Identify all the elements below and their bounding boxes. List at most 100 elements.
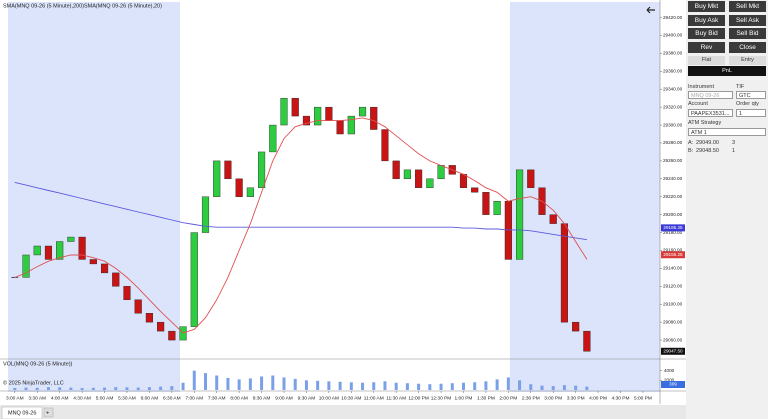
- x-tick-label: 11:00 AM: [364, 395, 384, 401]
- quote-price: 29048.50: [696, 148, 719, 154]
- candle: [583, 330, 591, 352]
- tab-bar: [0, 405, 686, 419]
- order-button[interactable]: Buy Ask: [688, 14, 725, 26]
- field-label: ATM Strategy: [688, 120, 722, 126]
- x-tick-label: 5:30 AM: [118, 395, 136, 401]
- order-button[interactable]: Sell Bid: [729, 28, 766, 39]
- tab[interactable]: [1, 406, 43, 419]
- tif-field[interactable]: GTC: [736, 91, 766, 99]
- instrument-field[interactable]: MNQ 09-26: [688, 91, 733, 99]
- candle: [123, 286, 131, 300]
- volume-bar: [372, 382, 376, 390]
- x-tick-label: 7:00 AM: [185, 395, 203, 401]
- x-tick-label: 7:30 AM: [208, 395, 226, 401]
- order-button[interactable]: Sell Mkt: [729, 1, 766, 12]
- volume-bar: [518, 380, 522, 390]
- x-tick-label: 10:00 AM: [319, 395, 339, 401]
- volume-current: 309: [669, 382, 677, 387]
- indicator-label: SMA(MNQ 09-26 (5 Minute),20): [84, 3, 162, 9]
- volume-tick-label: 2000: [664, 378, 675, 383]
- candle: [515, 169, 524, 260]
- candle: [459, 174, 468, 188]
- add-tab-label[interactable]: +: [46, 410, 49, 416]
- candle: [291, 97, 299, 117]
- y-tick-label: 29200.00: [663, 212, 683, 217]
- order-button[interactable]: Close: [729, 41, 766, 53]
- volume-bar: [439, 383, 443, 390]
- candle: [145, 313, 153, 323]
- volume-bar: [529, 384, 533, 390]
- volume-bar: [69, 387, 73, 390]
- volume-bar: [293, 378, 297, 390]
- volume-bar: [226, 377, 230, 390]
- mode-tab[interactable]: Flat: [688, 56, 725, 65]
- volume-bar: [192, 370, 196, 390]
- order-button[interactable]: Buy Mkt: [688, 1, 725, 12]
- volume-bar: [203, 373, 207, 390]
- candle: [549, 214, 557, 224]
- volume-bar: [540, 385, 544, 390]
- volume-bar: [405, 383, 409, 390]
- y-tick-label: 29260.00: [663, 158, 683, 163]
- candle: [471, 187, 479, 193]
- candle: [280, 97, 288, 126]
- y-tick-label: 29340.00: [663, 86, 683, 91]
- volume-bar: [316, 380, 320, 390]
- volume-label: VOL(MNQ 09-26 (5 Minute)): [3, 361, 73, 367]
- candle: [426, 178, 434, 188]
- y-tick-label: 29120.00: [663, 284, 683, 289]
- volume-bar: [24, 387, 28, 390]
- order-panel: Buy Mkt Sell Mkt Buy Ask Sell Ask Buy Bid Sel…: [686, 0, 768, 419]
- x-tick-label: 8:30 AM: [253, 395, 271, 401]
- volume-bar: [125, 387, 129, 390]
- y-tick-label: 29240.00: [663, 176, 683, 181]
- x-tick-label: 3:00 AM: [6, 395, 24, 401]
- pnl-bar[interactable]: PnL: [688, 66, 766, 76]
- candle: [336, 120, 344, 135]
- candle: [482, 192, 490, 215]
- candle: [44, 245, 53, 260]
- volume-bar: [361, 382, 365, 390]
- x-tick-label: 9:00 AM: [275, 395, 293, 401]
- order-button[interactable]: Rev: [688, 41, 725, 53]
- volume-bar: [215, 375, 219, 390]
- x-tick-label: 2:00 PM: [499, 395, 517, 401]
- x-tick-label: 8:00 AM: [230, 395, 248, 401]
- candle: [157, 321, 165, 332]
- session-shade: [8, 2, 180, 392]
- volume-bar: [428, 384, 432, 390]
- mode-tab[interactable]: Entry: [729, 56, 766, 65]
- price-marker-label: 29155.25: [663, 252, 683, 257]
- tab-label[interactable]: MNQ 09-26: [8, 410, 36, 416]
- volume-bar: [282, 377, 286, 390]
- candle: [370, 106, 378, 130]
- volume-bar: [450, 383, 454, 390]
- candle: [89, 259, 97, 265]
- candle: [134, 299, 142, 314]
- order-button[interactable]: Sell Ask: [729, 14, 766, 26]
- candle: [78, 236, 86, 260]
- quote-label: B:: [688, 148, 694, 154]
- qty-field[interactable]: 1: [736, 109, 766, 117]
- price-marker-label: 29047.50: [663, 348, 683, 353]
- x-tick-label: 10:30 AM: [341, 395, 361, 401]
- volume-bar: [147, 387, 151, 390]
- account-field[interactable]: PAAPEX3531...: [688, 109, 733, 117]
- order-button[interactable]: Buy Bid: [688, 28, 725, 39]
- candle: [258, 151, 266, 188]
- x-tick-label: 1:00 PM: [455, 395, 473, 401]
- y-tick-label: 29320.00: [663, 104, 683, 109]
- price-marker-label: 29185.25: [663, 225, 683, 230]
- candle: [213, 160, 221, 197]
- back-arrow[interactable]: [646, 6, 655, 14]
- volume-bar: [181, 382, 185, 390]
- add-tab[interactable]: [43, 407, 54, 418]
- volume-bar: [271, 375, 275, 390]
- quote-size: 3: [732, 140, 736, 146]
- atm-field[interactable]: ATM 1: [688, 128, 766, 136]
- x-tick-label: 5:00 PM: [634, 395, 652, 401]
- x-tick-label: 4:00 PM: [589, 395, 607, 401]
- volume-bar: [114, 387, 118, 390]
- volume-bar: [394, 382, 398, 390]
- y-tick-label: 29180.00: [663, 230, 683, 235]
